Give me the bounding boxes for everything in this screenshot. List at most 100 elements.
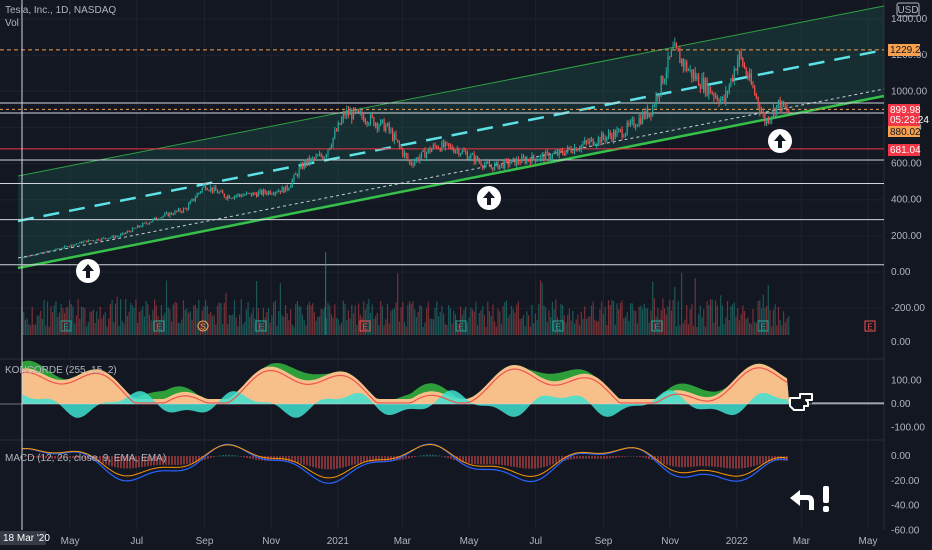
macd-histogram-bar [705,456,707,467]
volume-bar [471,309,474,335]
volume-bar [623,318,625,335]
price-candle-body [250,192,253,196]
volume-bar [86,326,88,335]
price-candle-body [448,143,450,146]
macd-histogram-bar [333,456,335,470]
price-candle-body [264,189,266,193]
volume-bar [500,323,502,335]
price-candle-body [538,159,540,161]
macd-histogram-bar [627,456,629,457]
split-marker[interactable] [197,320,209,332]
macd-histogram-bar [225,454,227,457]
price-candle-body [415,158,417,162]
earnings-marker-label: E [555,323,560,332]
volume-bar [383,325,385,335]
earnings-marker[interactable] [455,320,467,332]
price-candle-body [784,106,786,108]
price-candle-body [723,96,725,102]
volume-bar [760,308,763,335]
macd-histogram-bar [180,456,182,465]
volume-bar [548,310,550,335]
volume-bar [709,299,712,335]
volume-bar [281,315,283,335]
macd-histogram-bar [510,456,512,467]
volume-bar [77,299,79,335]
volume-bar [72,306,74,335]
price-candle-body [691,69,693,78]
volume-bar [699,305,701,335]
konkorde-signal-line [21,367,788,404]
price-candle-body [201,187,203,192]
volume-bar [718,326,720,335]
macd-histogram-bar [240,456,242,457]
earnings-marker[interactable] [60,320,72,332]
macd-histogram-bar [303,456,305,465]
currency-box[interactable] [896,2,920,17]
volume-bar [31,306,33,335]
price-candle-body [142,223,144,227]
earnings-marker[interactable] [359,320,371,332]
price-candle-body [760,111,763,113]
price-candle-body [233,196,236,198]
volume-bar [684,319,686,335]
price-candle-body [463,150,465,152]
price-candle-body [531,154,533,164]
macd-histogram-bar [573,456,575,459]
earnings-marker[interactable] [552,320,564,332]
macd-histogram-bar [45,456,47,459]
price-candle-body [380,120,382,126]
crosshair-date-bg [0,531,46,545]
price-candle-body [465,151,467,153]
price-candle-body [511,159,513,164]
channel-lower-line[interactable] [17,94,885,270]
price-candle-body [580,145,582,150]
price-candle-body [414,161,416,166]
earnings-marker[interactable] [651,320,663,332]
volume-bar [45,325,47,335]
volume-bar [618,309,620,335]
price-tag-red-bg [888,144,920,156]
volume-bar [55,301,57,335]
channel-midline[interactable] [17,48,885,223]
price-candle-body [582,143,584,146]
volume-bar [757,301,759,335]
price-candle-body [694,72,696,80]
macd-histogram-bar [336,456,338,469]
price-candle-body [269,191,271,195]
price-candle-body [332,137,334,146]
price-candle-body [766,118,768,124]
volume-bar [70,304,72,335]
earnings-marker[interactable] [153,320,165,332]
volume-bar [482,305,484,335]
macd-histogram-bar [594,456,596,459]
macd-histogram-bar [102,456,104,464]
volume-bar [210,311,212,335]
macd-histogram-bar [360,456,362,464]
volume-bar [494,321,496,335]
volume-bar [266,312,268,335]
macd-histogram-bar [477,456,479,465]
earnings-marker[interactable] [255,320,267,332]
price-tag-last: 899.98 [890,105,921,116]
macd-histogram-bar [720,456,722,468]
volume-bar [747,317,749,335]
price-candle-body [417,158,419,161]
up-arrow-icon [76,259,100,283]
volume-bar [558,322,560,335]
price-candle-body [738,51,740,61]
volume-bar [675,326,678,335]
volume-bar [716,305,718,335]
channel-upper-line[interactable] [17,5,885,177]
macd-histogram-bar [348,456,350,466]
price-candle-body [698,75,700,86]
price-candle-body [157,219,159,221]
price-candle-body [675,43,678,48]
macd-histogram-bar [387,456,389,462]
price-candle-body [630,121,632,125]
price-candle-body [220,190,222,193]
macd-histogram-bar [750,456,752,467]
earnings-marker[interactable] [864,320,876,332]
earnings-marker[interactable] [757,320,769,332]
